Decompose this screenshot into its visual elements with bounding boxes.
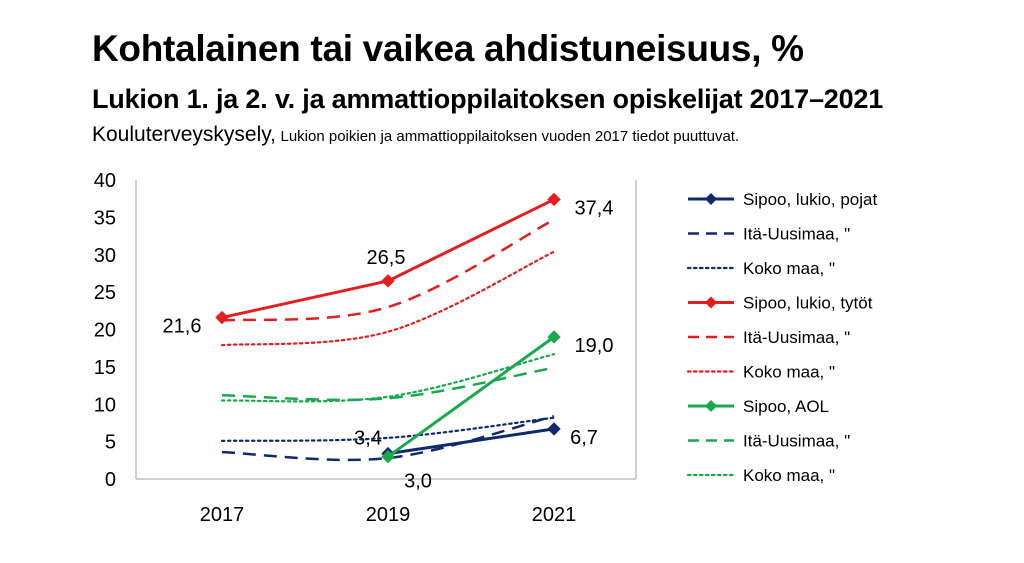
y-tick-label: 5 bbox=[105, 432, 116, 454]
y-tick-label: 10 bbox=[94, 394, 116, 416]
legend-label: Itä-Uusimaa, " bbox=[743, 225, 850, 244]
y-tick-label: 40 bbox=[94, 170, 116, 192]
series-4-marker bbox=[381, 274, 395, 288]
y-tick-label: 0 bbox=[105, 469, 116, 491]
data-label: 6,7 bbox=[570, 427, 598, 449]
legend-label: Koko maa, " bbox=[743, 466, 835, 485]
series-7-marker bbox=[381, 449, 395, 464]
y-tick-label: 25 bbox=[94, 282, 116, 304]
y-tick-label: 30 bbox=[94, 245, 116, 267]
series-line-3 bbox=[220, 416, 556, 442]
legend-marker-4 bbox=[705, 296, 717, 309]
data-label: 19,0 bbox=[575, 335, 614, 357]
source-note: Lukion poikien ja ammattioppilaitoksen v… bbox=[280, 128, 740, 145]
source-label: Kouluterveyskysely, bbox=[92, 123, 277, 146]
series-line-6 bbox=[220, 250, 556, 347]
legend-label: Sipoo, lukio, tytöt bbox=[743, 294, 873, 313]
legend-label: Sipoo, AOL bbox=[743, 397, 829, 416]
legend-label: Koko maa, " bbox=[743, 363, 835, 382]
x-tick-label: 2017 bbox=[200, 504, 245, 526]
legend-label: Itä-Uusimaa, " bbox=[743, 328, 850, 347]
data-label: 3,0 bbox=[404, 471, 432, 493]
data-label: 37,4 bbox=[575, 197, 614, 219]
data-label: 21,6 bbox=[163, 316, 202, 338]
series-4-marker bbox=[547, 192, 561, 207]
series-line-2 bbox=[221, 414, 555, 462]
y-tick-label: 20 bbox=[94, 320, 116, 342]
legend-marker-7 bbox=[705, 400, 717, 412]
series-line-9 bbox=[220, 353, 556, 403]
series-7-marker bbox=[547, 330, 561, 344]
series-line-7 bbox=[387, 335, 555, 458]
x-tick-label: 2021 bbox=[532, 504, 577, 526]
y-tick-label: 35 bbox=[94, 207, 116, 229]
legend-label: Itä-Uusimaa, " bbox=[743, 432, 850, 451]
chart-subtitle: Lukion 1. ja 2. v. ja ammattioppilaitoks… bbox=[92, 84, 884, 114]
chart-title: Kohtalainen tai vaikea ahdistuneisuus, % bbox=[92, 28, 804, 69]
legend-label: Sipoo, lukio, pojat bbox=[743, 190, 877, 209]
series-4-marker bbox=[215, 310, 229, 325]
series-1-marker bbox=[547, 422, 561, 436]
y-tick-label: 15 bbox=[94, 357, 116, 379]
series-line-8 bbox=[221, 366, 555, 402]
chart-source: Kouluterveyskysely, Lukion poikien ja am… bbox=[92, 123, 739, 147]
series-line-1 bbox=[387, 427, 555, 456]
x-tick-label: 2019 bbox=[366, 504, 411, 526]
data-label: 26,5 bbox=[367, 247, 406, 269]
legend-label: Koko maa, " bbox=[743, 259, 835, 278]
legend-marker-1 bbox=[705, 193, 717, 205]
